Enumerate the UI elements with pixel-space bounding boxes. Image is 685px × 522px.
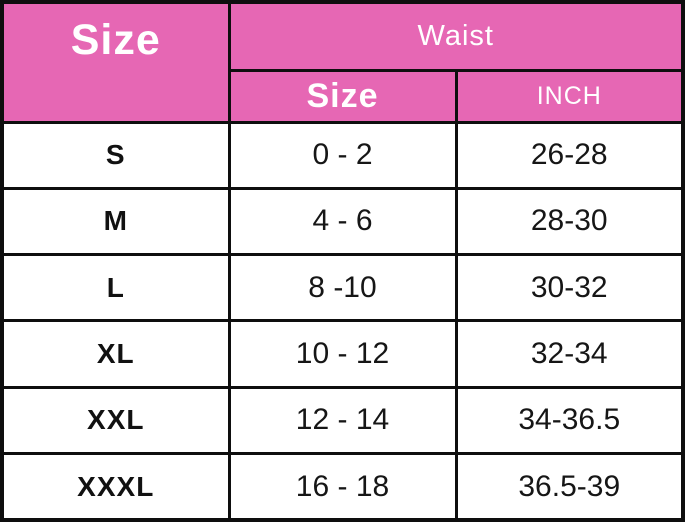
waist-inch-cell: 34-36.5 [454,385,685,456]
waist-group-header: Waist [227,0,685,72]
waist-inch-cell: 36.5-39 [454,452,685,522]
size-cell: M [0,186,231,257]
size-column-header: Size [0,0,231,124]
waist-inch-cell: 26-28 [454,120,685,190]
table-row-xxxl: XXXL 16 - 18 36.5-39 [0,452,685,522]
waist-inch-cell: 32-34 [454,319,685,389]
waist-inch-subheader: INCH [454,68,685,124]
table-row-s: S 0 - 2 26-28 [0,120,685,190]
waist-size-cell: 8 -10 [227,253,458,323]
waist-size-cell: 0 - 2 [227,120,458,190]
table-row-xl: XL 10 - 12 32-34 [0,319,685,389]
waist-size-cell: 12 - 14 [227,385,458,456]
waist-inch-cell: 30-32 [454,253,685,323]
size-cell: XXXL [0,452,231,522]
waist-size-cell: 10 - 12 [227,319,458,389]
waist-inch-cell: 28-30 [454,186,685,257]
waist-size-subheader: Size [227,68,458,124]
table-row-m: M 4 - 6 28-30 [0,186,685,257]
header-row-group: Size Waist [0,0,685,124]
table-row-xxl: XXL 12 - 14 34-36.5 [0,385,685,456]
size-cell: L [0,253,231,323]
size-cell: S [0,120,231,190]
header-row-sub: Size INCH [2,68,685,124]
waist-size-cell: 16 - 18 [227,452,458,522]
size-cell: XL [0,319,231,389]
size-cell: XXL [0,385,231,456]
table-row-l: L 8 -10 30-32 [0,253,685,323]
waist-size-cell: 4 - 6 [227,186,458,257]
